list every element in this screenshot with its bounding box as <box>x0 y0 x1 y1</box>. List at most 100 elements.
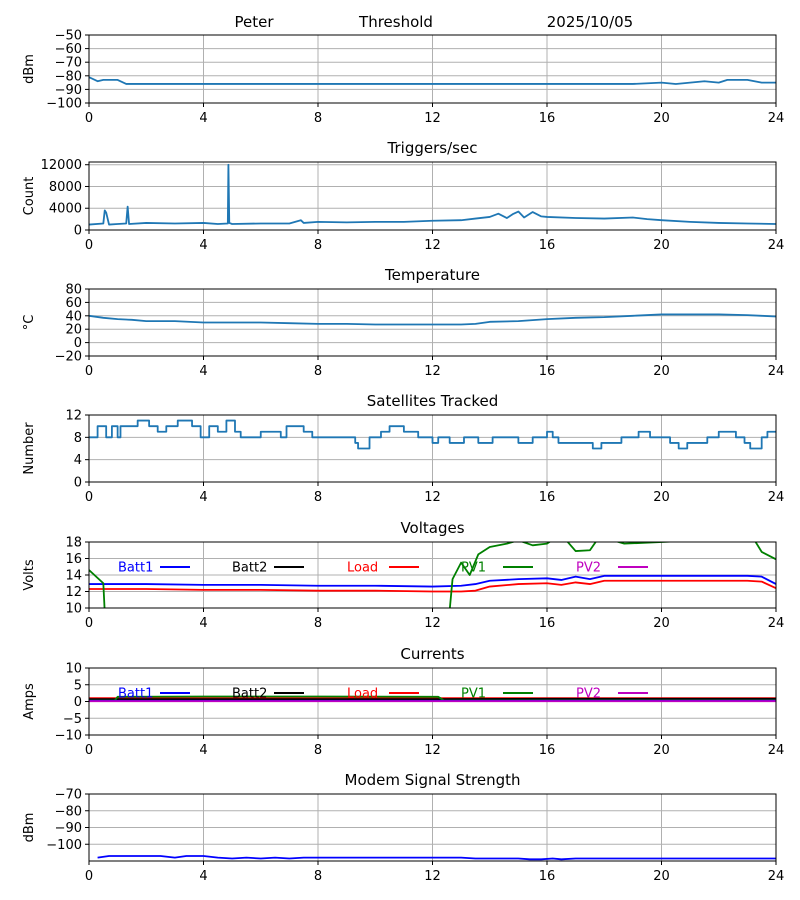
chart-title: Voltages <box>400 519 464 537</box>
chart-title: Currents <box>400 645 464 663</box>
y-axis-label: Volts <box>22 559 37 591</box>
y-tick-label: 10 <box>65 662 82 677</box>
y-tick-label: 80 <box>65 283 82 298</box>
series-group <box>89 695 776 703</box>
chart-satellites: 0 4 8 12 16 20 24 0 4 8 12 Satellites Tracked Number <box>22 392 784 505</box>
x-tick-label: 16 <box>539 869 556 884</box>
x-tick-label: 0 <box>85 111 93 126</box>
x-tick-label: 4 <box>199 616 207 631</box>
x-tick-label: 4 <box>199 743 207 758</box>
x-tick-label: 16 <box>539 616 556 631</box>
x-tick-label: 8 <box>314 364 322 379</box>
x-tick-label: 4 <box>199 238 207 253</box>
y-axis-label: °C <box>22 315 37 331</box>
chart-modem: 0 4 8 12 16 20 24 −100 −90 −80−70 Modem Signal Str… <box>22 771 784 884</box>
x-tick-label: 4 <box>199 490 207 505</box>
y-tick-label: 0 <box>74 695 82 710</box>
series-line-load <box>89 579 776 593</box>
x-tick-label: 20 <box>653 743 670 758</box>
x-tick-label: 4 <box>199 364 207 379</box>
y-tick-label: −70 <box>55 788 82 803</box>
x-tick-label: 24 <box>768 364 785 379</box>
x-tick-label: 12 <box>424 616 441 631</box>
legend-label: PV2 <box>576 561 601 576</box>
legend-label: Batt1 <box>118 687 153 702</box>
x-tick-label: 12 <box>424 111 441 126</box>
y-axis-label: dBm <box>22 54 37 84</box>
x-tick-label: 0 <box>85 490 93 505</box>
y-tick-label: 12 <box>65 585 82 600</box>
x-tick-label: 8 <box>314 490 322 505</box>
y-tick-label: −50 <box>55 29 82 44</box>
x-tick-label: 16 <box>539 238 556 253</box>
legend-label: PV1 <box>461 561 486 576</box>
series-group <box>89 542 776 608</box>
y-tick-label: −5 <box>63 712 82 727</box>
series-group <box>89 419 776 450</box>
x-tick-label: 12 <box>424 238 441 253</box>
x-tick-label: 0 <box>85 616 93 631</box>
x-tick-label: 16 <box>539 743 556 758</box>
legend-label: Batt2 <box>232 561 267 576</box>
y-tick-label: 8000 <box>49 180 82 195</box>
y-tick-label: −100 <box>46 97 82 112</box>
x-tick-label: 20 <box>653 364 670 379</box>
y-tick-label: −20 <box>55 350 82 365</box>
y-axis-label: Number <box>22 422 37 475</box>
chart-title: Temperature <box>384 266 480 284</box>
x-tick-label: 24 <box>768 743 785 758</box>
y-tick-label: 40 <box>65 309 82 324</box>
chart-title: Satellites Tracked <box>367 392 498 410</box>
x-tick-label: 24 <box>768 616 785 631</box>
y-tick-label: 0 <box>74 476 82 491</box>
x-tick-label: 20 <box>653 869 670 884</box>
x-tick-label: 12 <box>424 364 441 379</box>
y-tick-label: −90 <box>55 83 82 98</box>
y-tick-label: −80 <box>55 804 82 819</box>
y-tick-label: 10 <box>65 602 82 617</box>
x-tick-label: 4 <box>199 869 207 884</box>
y-axis-label: dBm <box>22 813 37 843</box>
x-tick-label: 0 <box>85 238 93 253</box>
legend-label: Batt1 <box>118 561 153 576</box>
y-tick-label: 18 <box>65 536 82 551</box>
x-tick-label: 0 <box>85 743 93 758</box>
header-date: 2025/10/05 <box>547 13 633 31</box>
x-tick-label: 8 <box>314 616 322 631</box>
y-tick-label: 8 <box>74 431 82 446</box>
y-tick-label: −60 <box>55 42 82 57</box>
y-tick-label: 4000 <box>49 202 82 217</box>
y-tick-label: 14 <box>65 569 82 584</box>
series-group <box>89 163 776 226</box>
y-tick-label: 0 <box>74 336 82 351</box>
series-group <box>89 76 776 85</box>
series-line <box>89 76 776 85</box>
y-tick-label: 4 <box>74 453 82 468</box>
y-tick-label: 60 <box>65 296 82 311</box>
header: Peter Threshold 2025/10/05 <box>234 13 633 31</box>
x-tick-label: 12 <box>424 869 441 884</box>
legend-label: PV1 <box>461 687 486 702</box>
y-axis-label: Amps <box>22 683 37 720</box>
x-tick-label: 8 <box>314 743 322 758</box>
x-tick-label: 8 <box>314 238 322 253</box>
chart-title: Triggers/sec <box>387 139 478 157</box>
y-tick-label: 5 <box>74 678 82 693</box>
legend-label: Load <box>347 561 378 576</box>
x-tick-label: 4 <box>199 111 207 126</box>
y-tick-label: −100 <box>46 838 82 853</box>
x-tick-label: 8 <box>314 869 322 884</box>
series-line <box>97 855 776 861</box>
header-mode: Threshold <box>358 13 433 31</box>
x-tick-label: 20 <box>653 238 670 253</box>
series-line-pv1 <box>89 542 776 608</box>
x-tick-label: 16 <box>539 490 556 505</box>
y-tick-label: −10 <box>55 729 82 744</box>
x-tick-label: 24 <box>768 111 785 126</box>
x-tick-label: 24 <box>768 238 785 253</box>
x-tick-label: 24 <box>768 490 785 505</box>
chart-threshold: 0 4 8 12 16 20 24 −100−90−80−70−60−50 dBm <box>22 29 784 127</box>
series-line <box>89 313 776 326</box>
header-station: Peter <box>234 13 274 31</box>
